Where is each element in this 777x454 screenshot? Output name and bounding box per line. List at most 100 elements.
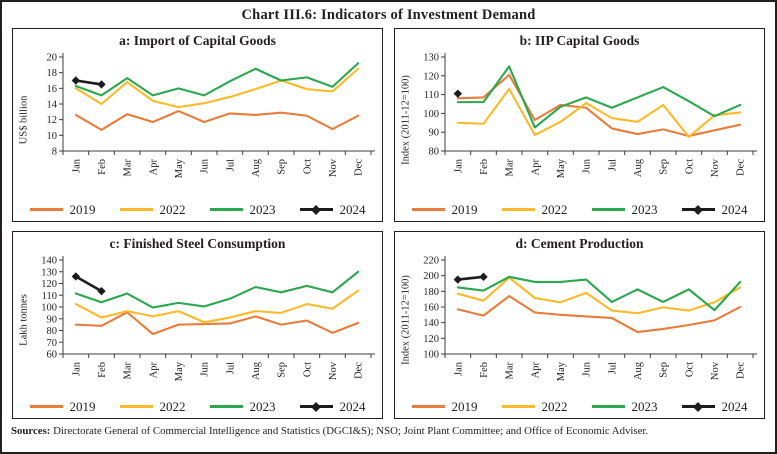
x-tick-label: Sep bbox=[277, 159, 288, 175]
chart-d-legend: 2019 2022 2023 2024 bbox=[398, 396, 761, 417]
legend-line-icon bbox=[29, 405, 63, 408]
y-tick-label: 120 bbox=[41, 279, 57, 290]
legend-diamond-icon bbox=[693, 401, 703, 412]
series-line-2024 bbox=[456, 275, 485, 281]
x-tick-label: Jun bbox=[200, 361, 211, 376]
x-tick-label: Dec bbox=[354, 362, 365, 379]
legend-item-2022: 2022 bbox=[119, 400, 186, 413]
legend-line-icon bbox=[591, 405, 625, 408]
y-tick-label: 110 bbox=[42, 291, 57, 302]
y-tick-label: 120 bbox=[423, 334, 439, 345]
diamond-marker-2024 bbox=[71, 76, 81, 85]
x-tick-label: Sep bbox=[659, 159, 670, 175]
sources-text: Directorate General of Commercial Intell… bbox=[50, 425, 649, 437]
series-line-2024 bbox=[74, 275, 103, 293]
legend-line-icon bbox=[119, 208, 153, 211]
legend-swatch-2019 bbox=[29, 208, 63, 211]
chart-panel-d: d: Cement Production Index (2011-12=100)… bbox=[394, 231, 765, 419]
x-tick-label: Aug bbox=[633, 361, 644, 380]
legend-label-2023: 2023 bbox=[631, 399, 658, 414]
x-tick-label: Feb bbox=[97, 159, 108, 175]
legend-label-2022: 2022 bbox=[159, 202, 186, 217]
x-tick-label: Nov bbox=[710, 361, 721, 380]
legend-item-2019: 2019 bbox=[411, 203, 478, 216]
x-tick-label: Jan bbox=[453, 158, 464, 173]
y-tick-label: 100 bbox=[423, 350, 439, 361]
x-tick-label: Dec bbox=[354, 159, 365, 176]
diamond-marker-2024 bbox=[97, 286, 106, 296]
x-tick-label: Nov bbox=[328, 158, 339, 177]
legend-label-2022: 2022 bbox=[541, 202, 568, 217]
chart-panel-a: a: Import of Capital Goods US$ billion 8… bbox=[12, 28, 383, 222]
chart-c-row: Lakh tonnes 60 70 80 90 100 110 120 130 140 Jan Fe… bbox=[16, 252, 379, 396]
y-tick-label: 16 bbox=[47, 84, 58, 95]
x-tick-label: Feb bbox=[479, 362, 490, 378]
x-tick-label: Jan bbox=[71, 361, 82, 376]
legend-swatch-2022 bbox=[119, 405, 153, 408]
x-tick-label: Apr bbox=[530, 362, 541, 379]
series-line-2023 bbox=[456, 275, 742, 312]
y-tick-label: 130 bbox=[423, 53, 439, 64]
series-line-2019 bbox=[456, 294, 742, 334]
legend-swatch-2022 bbox=[501, 208, 535, 211]
x-tick-label: Jul bbox=[225, 362, 236, 374]
legend-label-2024: 2024 bbox=[721, 202, 748, 217]
y-axis-label: US$ billion bbox=[18, 95, 29, 144]
charts-grid: a: Import of Capital Goods US$ billion 8… bbox=[2, 28, 775, 419]
legend-item-2022: 2022 bbox=[501, 400, 568, 413]
legend-item-2019: 2019 bbox=[29, 400, 96, 413]
chart-b-title: b: IIP Capital Goods bbox=[519, 33, 640, 48]
y-tick-label: 140 bbox=[41, 256, 57, 267]
x-tick-label: Mar bbox=[123, 159, 134, 177]
x-tick-label: Nov bbox=[710, 158, 721, 177]
x-tick-label: Oct bbox=[684, 362, 695, 377]
legend-diamond-icon bbox=[693, 204, 703, 215]
series-line-2019 bbox=[456, 73, 742, 138]
legend-item-2019: 2019 bbox=[29, 203, 96, 216]
chart-a-ylabel-wrap: US$ billion bbox=[16, 49, 31, 199]
legend-item-2019: 2019 bbox=[411, 399, 478, 414]
series-line-2023 bbox=[74, 270, 360, 309]
legend-label-2019: 2019 bbox=[451, 399, 478, 414]
x-tick-label: Oct bbox=[302, 362, 313, 377]
x-tick-label: Feb bbox=[97, 362, 108, 378]
y-tick-label: 120 bbox=[423, 71, 439, 82]
x-tick-label: Apr bbox=[148, 362, 159, 379]
chart-b-legend: 2019 2022 2023 2024 bbox=[398, 199, 761, 220]
legend-swatch-2024 bbox=[681, 204, 715, 215]
x-tick-label: Sep bbox=[659, 362, 670, 378]
chart-b-row: Index (2011-12=100) 80 90 100 110 120 130 Jan F… bbox=[398, 49, 761, 199]
legend-swatch-2024 bbox=[681, 401, 715, 412]
y-tick-label: 110 bbox=[424, 90, 439, 101]
legend-swatch-2022 bbox=[119, 208, 153, 211]
legend-item-2024: 2024 bbox=[681, 400, 748, 413]
legend-item-2022: 2022 bbox=[501, 202, 568, 217]
y-tick-label: 100 bbox=[41, 303, 57, 314]
y-tick-label: 10 bbox=[47, 131, 58, 142]
x-tick-label: Jun bbox=[200, 158, 211, 173]
y-tick-label: 160 bbox=[423, 303, 439, 314]
series-line-2022 bbox=[74, 67, 360, 109]
x-tick-label: Aug bbox=[251, 361, 262, 380]
legend-swatch-2023 bbox=[591, 208, 625, 211]
legend-diamond-icon bbox=[311, 204, 321, 215]
x-tick-label: Aug bbox=[633, 158, 644, 177]
series-line-2019 bbox=[74, 109, 360, 131]
y-tick-label: 220 bbox=[423, 256, 439, 267]
legend-item-2023: 2023 bbox=[209, 203, 276, 216]
legend-swatch-2019 bbox=[411, 208, 445, 211]
legend-swatch-2023 bbox=[209, 405, 243, 408]
y-tick-label: 12 bbox=[47, 115, 58, 126]
x-tick-label: Mar bbox=[123, 362, 134, 380]
x-tick-label: May bbox=[174, 361, 185, 381]
legend-line-icon bbox=[591, 208, 625, 211]
legend-label-2024: 2024 bbox=[339, 202, 366, 217]
chart-a-canvas: 8 10 12 14 16 18 20 Jan Feb Mar Apr May Jun Jul Aug Sep… bbox=[47, 53, 375, 178]
legend-item-2024: 2024 bbox=[681, 202, 748, 217]
series-line-2022 bbox=[456, 276, 742, 315]
legend-swatch-2024 bbox=[299, 401, 333, 412]
legend-diamond-icon bbox=[311, 401, 321, 412]
x-tick-label: Oct bbox=[302, 159, 313, 174]
